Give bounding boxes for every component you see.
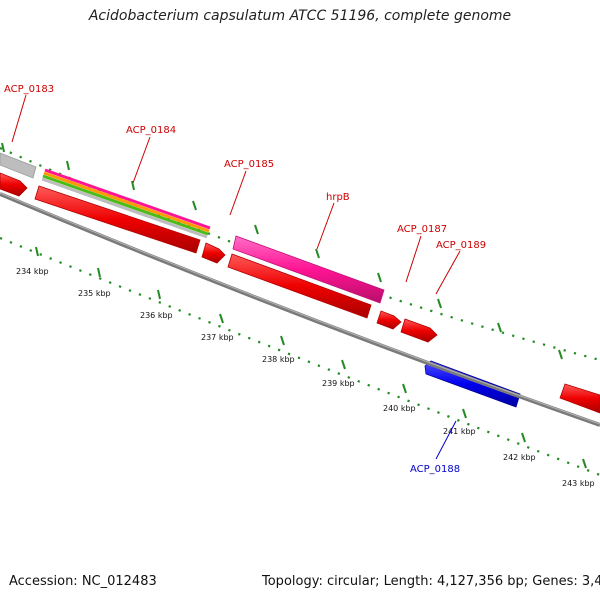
gene-acp-0184[interactable] — [34, 185, 201, 254]
multicolor-feature-acp-0184 — [41, 168, 211, 239]
tick-label-237: 237 kbp — [201, 333, 234, 342]
tick-label-240: 240 kbp — [383, 404, 416, 413]
outer-major-tick — [377, 272, 382, 283]
genome-title: Acidobacterium capsulatum ATCC 51196, co… — [88, 8, 512, 24]
label-acp-0187[interactable]: ACP_0187 — [397, 224, 447, 235]
tick-label-235: 235 kbp — [78, 289, 111, 298]
leader-acp-0185 — [229, 170, 247, 216]
inner-scale-ring — [0, 236, 600, 477]
forward-gene-labels: ACP_0183 ACP_0184 ACP_0185 hrpB ACP_0187… — [4, 84, 486, 251]
inner-major-ticks — [35, 246, 587, 469]
outer-major-tick — [437, 298, 442, 309]
outer-major-ticks — [1, 142, 563, 360]
outer-major-tick — [192, 200, 197, 211]
tick-label-239: 239 kbp — [322, 379, 355, 388]
outer-major-tick — [66, 160, 70, 171]
tick-label-238: 238 kbp — [262, 355, 295, 364]
leader-acp-0183 — [11, 94, 27, 143]
genome-stats-text: Topology: circular; Length: 4,127,356 bp… — [262, 574, 600, 589]
label-acp-0188[interactable]: ACP_0188 — [410, 464, 460, 475]
forward-label-leaders — [11, 94, 461, 295]
outer-major-tick — [558, 349, 563, 360]
forward-gene-track — [0, 172, 600, 414]
leader-acp-0189 — [435, 250, 461, 295]
tick-label-242: 242 kbp — [503, 453, 536, 462]
leader-acp-0187 — [405, 235, 422, 283]
gene-acp-0185[interactable] — [201, 242, 226, 264]
tick-label-241: 241 kbp — [443, 427, 476, 436]
gene-acp-0189[interactable] — [400, 318, 438, 343]
outer-minor-ticks — [0, 146, 600, 362]
label-acp-0184[interactable]: ACP_0184 — [126, 125, 176, 136]
label-hrpb[interactable]: hrpB — [326, 192, 350, 203]
gene-acp-0187[interactable] — [376, 310, 402, 330]
inner-major-tick — [35, 246, 39, 257]
genome-backbone-highlight — [0, 192, 600, 425]
outer-major-tick — [1, 142, 5, 153]
inner-major-tick — [280, 335, 285, 346]
label-acp-0183[interactable]: ACP_0183 — [4, 84, 54, 95]
leader-acp-0184 — [132, 136, 151, 184]
accession-text: Accession: NC_012483 — [9, 574, 157, 589]
outer-major-tick — [254, 224, 259, 235]
outer-major-tick — [131, 180, 135, 191]
outer-major-tick — [315, 248, 320, 259]
grey-feature-left — [0, 152, 37, 179]
tick-label-234: 234 kbp — [16, 267, 49, 276]
gene-right-edge[interactable] — [559, 383, 600, 414]
gene-acp-0183[interactable] — [0, 172, 28, 197]
label-acp-0189[interactable]: ACP_0189 — [436, 240, 486, 251]
inner-major-tick — [582, 458, 587, 469]
inner-major-tick — [521, 432, 526, 443]
feature-stripe-pink — [44, 168, 211, 230]
inner-major-tick — [402, 383, 407, 394]
inner-major-tick — [97, 267, 101, 278]
scale-tick-labels: 234 kbp 235 kbp 236 kbp 237 kbp 238 kbp … — [16, 267, 595, 488]
feature-stripe-orange — [43, 171, 210, 233]
gene-hrpb[interactable] — [232, 235, 385, 304]
outer-tick-ring — [0, 142, 600, 362]
gene-hrpb-red-block[interactable] — [227, 253, 372, 319]
feature-stripe-grey — [41, 177, 208, 239]
tick-label-236: 236 kbp — [140, 311, 173, 320]
feature-stripe-green — [42, 174, 209, 236]
tick-label-243: 243 kbp — [562, 479, 595, 488]
inner-major-tick — [462, 408, 467, 419]
inner-major-tick — [157, 289, 161, 300]
genome-backbone — [0, 192, 600, 427]
inner-major-tick — [219, 313, 224, 324]
label-acp-0185[interactable]: ACP_0185 — [224, 159, 274, 170]
inner-major-tick — [341, 359, 346, 370]
leader-hrpb — [316, 202, 335, 250]
leader-acp-0188 — [435, 420, 457, 460]
outer-major-tick — [497, 322, 502, 333]
